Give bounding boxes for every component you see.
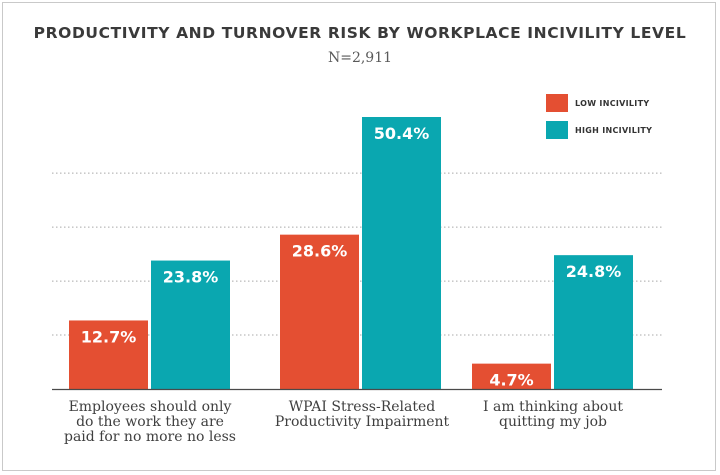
value-label-high-2: 50.4% — [374, 124, 430, 143]
bar-low-2 — [280, 234, 359, 389]
legend-label-low: LOW INCIVILITY — [575, 99, 649, 108]
value-label-high-1: 23.8% — [163, 268, 219, 287]
category-label-line: do the work they are — [76, 414, 224, 430]
category-label-line: Productivity Impairment — [274, 414, 450, 430]
legend-swatch-high — [546, 121, 568, 139]
category-label-1: Employees should only do the work they ar… — [50, 400, 250, 445]
chart-subtitle: N=2,911 — [327, 50, 393, 66]
bar-high-3 — [554, 255, 633, 389]
chart-title: PRODUCTIVITY AND TURNOVER RISK BY WORKPL… — [33, 24, 687, 42]
bar-high-1 — [151, 260, 230, 389]
category-label-line: quitting my job — [499, 414, 607, 430]
legend-label-high: HIGH INCIVILITY — [575, 126, 652, 135]
bar-high-2 — [362, 117, 441, 389]
category-label-line: I am thinking about — [483, 399, 623, 415]
value-label-high-3: 24.8% — [566, 262, 622, 281]
value-label-low-1: 12.7% — [81, 327, 137, 346]
category-label-line: paid for no more no less — [63, 429, 236, 445]
value-label-low-3: 4.7% — [489, 371, 533, 390]
category-label-3: I am thinking about quitting my job — [453, 400, 653, 430]
bar-low-1 — [69, 320, 148, 389]
category-label-line: Employees should only — [68, 399, 232, 415]
value-label-low-2: 28.6% — [292, 242, 348, 261]
category-label-2: WPAI Stress-Related Productivity Impairme… — [262, 400, 462, 430]
legend-swatch-low — [546, 94, 568, 112]
bar-low-3 — [472, 363, 551, 389]
category-label-line: WPAI Stress-Related — [288, 399, 436, 415]
